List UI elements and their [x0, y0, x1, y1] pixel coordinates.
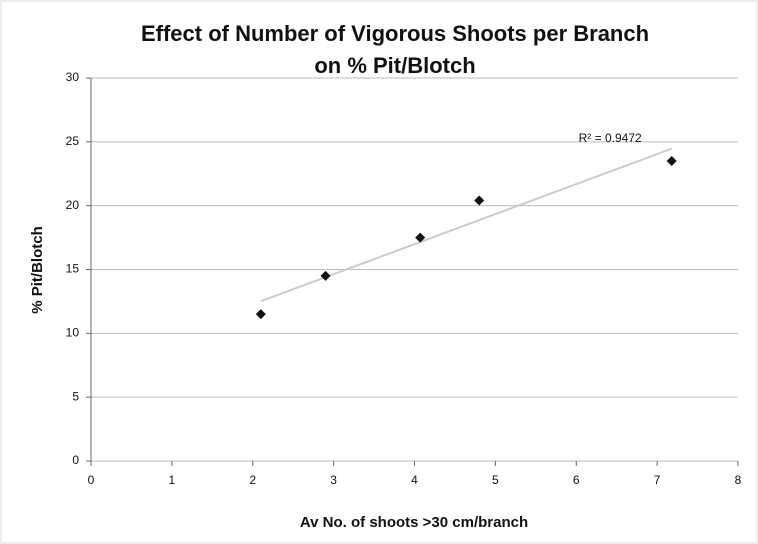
y-tick-label: 5 [72, 389, 79, 403]
point [666, 155, 677, 166]
x-tick-label: 1 [169, 473, 176, 487]
x-tick-label: 6 [573, 473, 580, 487]
x-axis-label: Av No. of shoots >30 cm/branch [300, 514, 528, 531]
y-tick-label: 20 [66, 198, 80, 212]
x-tick-label: 3 [330, 473, 337, 487]
point [415, 232, 426, 243]
x-tick-label: 4 [411, 473, 418, 487]
point [474, 195, 485, 206]
annotation: R² = 0.9472 [579, 131, 642, 145]
point [255, 309, 266, 320]
x-tick-label: 5 [492, 473, 499, 487]
y-tick-label: 15 [66, 262, 80, 276]
y-tick-label: 30 [66, 70, 80, 84]
x-tick-label: 2 [249, 473, 256, 487]
y-axis-label: % Pit/Blotch [29, 226, 46, 314]
x-tick-label: 8 [735, 473, 742, 487]
x-tick-label: 7 [654, 473, 661, 487]
y-tick-label: 0 [72, 453, 79, 467]
x-tick-label: 0 [88, 473, 95, 487]
y-tick-label: 10 [66, 326, 80, 340]
chart-title: Effect of Number of Vigorous Shoots per … [140, 21, 650, 78]
y-tick-label: 25 [66, 134, 80, 148]
point [320, 270, 331, 281]
